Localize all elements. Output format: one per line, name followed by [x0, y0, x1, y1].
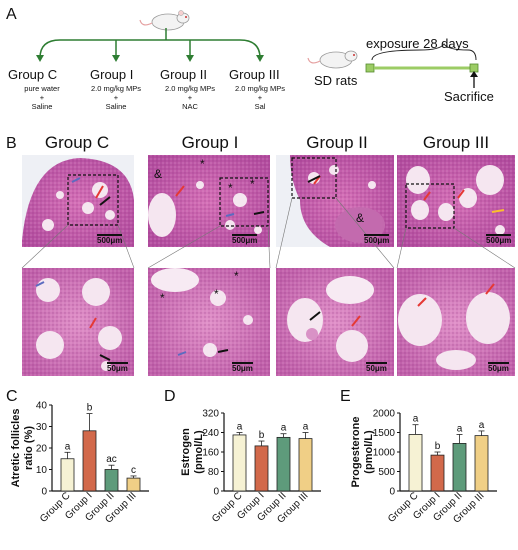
chart-e-ytick-label-3: 1500	[373, 428, 396, 439]
panel-c-letter: C	[6, 388, 18, 405]
scale-bar-group-iii-high: 50μm	[488, 362, 509, 373]
hist-title-group-i: Group I	[181, 133, 239, 152]
panel-b-letter: B	[6, 135, 17, 152]
hist-title-group-ii: Group II	[306, 133, 368, 152]
panel-e-letter: E	[340, 388, 351, 405]
chart-e-bar-3	[474, 435, 489, 492]
marker-star-1: *	[200, 157, 205, 171]
chart-c-bar-2	[104, 469, 119, 492]
chart-c-bar-0	[60, 458, 75, 492]
chart-e-ytick-label-2: 1000	[373, 448, 396, 459]
chart-c-bar-3	[126, 477, 141, 492]
exposure-timeline	[365, 43, 479, 88]
chart-c-sig-letter-3: c	[131, 465, 136, 476]
chart-e-sig-letter-0: a	[413, 414, 419, 425]
chart-d-ytick-label-2: 160	[202, 448, 219, 459]
chart-c-sig-letter-2: ac	[106, 454, 117, 465]
chart-d-bar-2	[276, 436, 291, 492]
group-ii-label: Group II	[160, 67, 207, 82]
panel-a-diagram	[36, 10, 479, 88]
chart-e-bar-1	[430, 454, 445, 492]
group-iii-label: Group III	[229, 67, 280, 82]
rat-icon-top	[139, 10, 190, 31]
arrows-black	[99, 175, 321, 361]
marker-ampersand-group-i: &	[154, 167, 162, 181]
chart-c-ytick-label-1: 10	[36, 465, 48, 476]
group-i-label: Group I	[90, 67, 134, 82]
chart-c-sig-letter-1: b	[87, 403, 93, 414]
scale-bar-group-c-low: 500μm	[97, 234, 123, 245]
chart-e-ylabel: Progesterone(pmol/L)	[350, 417, 375, 488]
group-i-treatment: 2.0 mg/kg MPs + Saline	[90, 84, 142, 111]
markers: & & * * * * * *	[154, 157, 364, 305]
zoom-connectors	[21, 197, 516, 269]
chart-d-bar-3	[298, 438, 313, 492]
exposure-label: exposure 28 days	[366, 36, 469, 51]
tree-arrowheads	[36, 55, 264, 62]
chart-d-sig-letter-3: a	[303, 422, 309, 433]
zoom-boxes	[67, 157, 455, 229]
chart-e-ytick-label-4: 2000	[373, 409, 396, 420]
marker-star-2: *	[228, 181, 233, 195]
chart-c-ytick-label-2: 20	[36, 444, 48, 455]
arrows-blue	[35, 177, 235, 356]
rat-icon-right	[307, 50, 358, 69]
chart-c-ytick-label-0: 0	[41, 487, 47, 498]
group-iii-treatment: 2.0 mg/kg MPs + Sal	[234, 84, 286, 111]
chart-e-bar-0	[408, 434, 423, 492]
chart-e-bar-2	[452, 443, 467, 492]
chart-e-ytick-label-1: 500	[378, 467, 395, 478]
chart-c-bar-1	[82, 430, 97, 492]
chart-d-bar-0	[232, 434, 247, 492]
chart-d-sig-letter-0: a	[237, 422, 243, 433]
panel-d-letter: D	[164, 388, 176, 405]
chart-progesterone: 0500100015002000Progesterone(pmol/L)aGro…	[350, 409, 497, 526]
chart-d-sig-letter-2: a	[281, 423, 287, 434]
chart-e-sig-letter-2: a	[457, 423, 463, 434]
histology-images: & & * * * * * *	[21, 155, 516, 376]
marker-ampersand-group-ii: &	[356, 211, 364, 225]
scale-bar-group-ii-high: 50μm	[366, 362, 387, 373]
chart-c-ytick-label-3: 30	[36, 422, 48, 433]
chart-c-ytick-label-4: 40	[36, 401, 48, 412]
arrow-yellow	[491, 209, 505, 213]
chart-c-sig-letter-0: a	[65, 441, 71, 452]
marker-star-6: *	[234, 269, 239, 283]
chart-e-sig-letter-1: b	[435, 441, 441, 452]
scale-bar-group-i-high: 50μm	[232, 362, 253, 373]
chart-d-sig-letter-1: b	[259, 430, 265, 441]
marker-star-3: *	[250, 177, 255, 191]
scale-bar-group-i-low: 500μm	[232, 234, 258, 245]
sacrifice-label: Sacrifice	[444, 89, 494, 104]
sd-rats-label: SD rats	[314, 73, 358, 88]
chart-d-ytick-label-4: 320	[202, 409, 219, 420]
chart-e-ytick-label-0: 0	[389, 487, 395, 498]
chart-d-ytick-label-1: 80	[208, 467, 220, 478]
panel-a-letter: A	[6, 6, 17, 23]
group-c-label: Group C	[8, 67, 58, 82]
chart-d-ytick-label-0: 0	[213, 487, 219, 498]
marker-star-5: *	[214, 287, 219, 301]
hist-title-group-c: Group C	[44, 133, 110, 152]
marker-star-4: *	[160, 291, 165, 305]
group-c-treatment: pure water + Saline	[24, 84, 60, 111]
chart-d-ylabel: Estrogen(pmol/L)	[180, 428, 205, 476]
hist-title-group-iii: Group III	[422, 133, 490, 152]
chart-d-ytick-label-3: 240	[202, 428, 219, 439]
scale-bar-group-ii-low: 500μm	[364, 234, 390, 245]
scale-bar-group-c-high: 50μm	[107, 362, 128, 373]
chart-e-sig-letter-3: a	[479, 420, 485, 431]
scale-bar-group-iii-low: 500μm	[486, 234, 512, 245]
chart-c-ylabel: Atretic folliclesratio (%)	[10, 409, 35, 488]
group-ii-treatment: 2.0 mg/kg MPs + NAC	[164, 84, 216, 111]
chart-d-bar-1	[254, 445, 269, 492]
